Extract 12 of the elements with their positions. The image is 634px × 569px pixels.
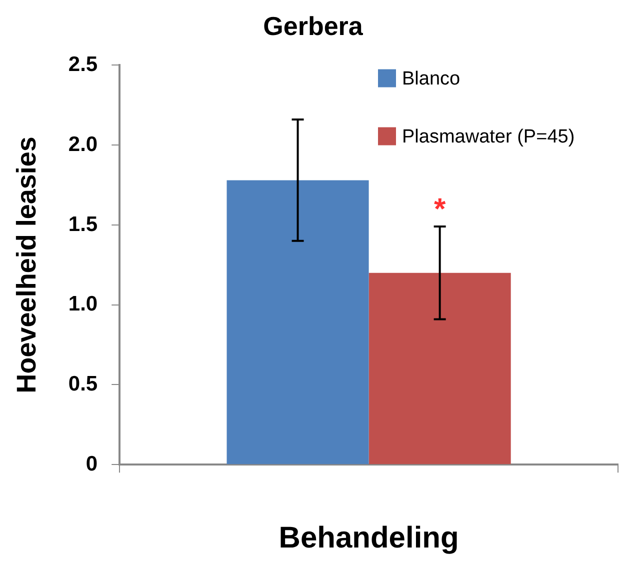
annotation: *: [434, 192, 446, 226]
y-tick-label: 2.5: [68, 52, 98, 76]
chart-title: Gerbera: [263, 10, 364, 41]
y-axis-title: Hoeveelheid leasies: [12, 136, 42, 394]
y-tick-label: 0: [86, 452, 98, 476]
x-axis-title: Behandeling: [278, 521, 459, 554]
legend-label: Plasmawater (P=45): [402, 126, 575, 148]
y-tick-label: 1.5: [68, 212, 98, 236]
legend-label: Blanco: [402, 68, 460, 90]
y-tick-label: 0.5: [68, 372, 98, 396]
y-tick-label: 2.0: [68, 132, 98, 156]
y-tick-label: 1.0: [68, 292, 98, 316]
